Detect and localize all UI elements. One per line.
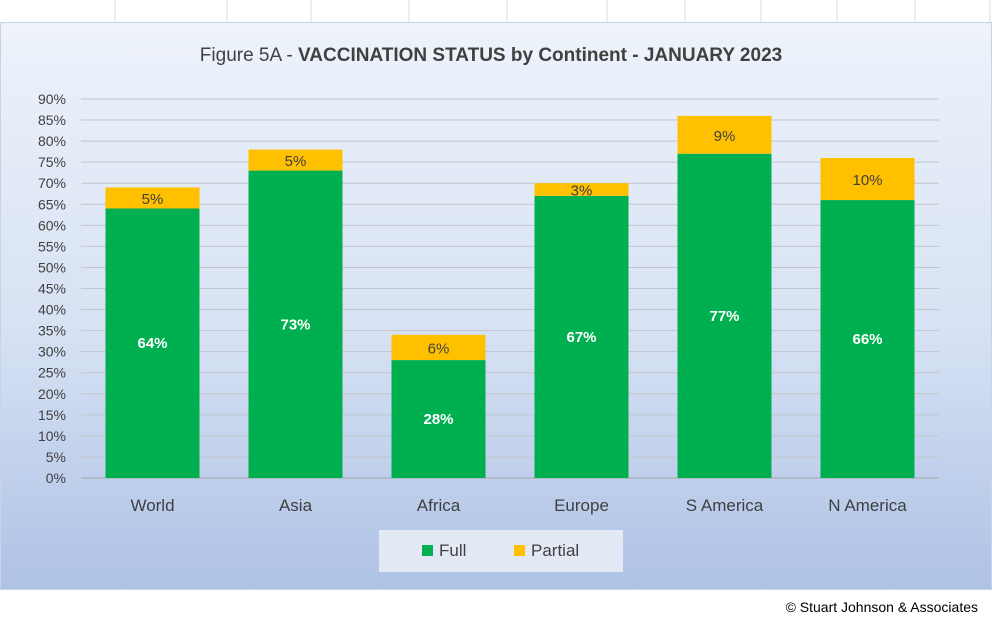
- y-tick-label: 10%: [38, 428, 66, 444]
- bar-full: [534, 195, 629, 478]
- y-tick-label: 40%: [38, 302, 66, 318]
- bar-partial: [677, 115, 772, 154]
- y-tick-label: 45%: [38, 281, 66, 297]
- bar-full: [105, 208, 200, 478]
- bars: 64% 5% 73% 5% 28% 6% 67% 3% 77% 9% 66% 10%: [105, 115, 915, 479]
- legend-swatch-partial: [514, 545, 525, 556]
- x-tick-label: Asia: [279, 496, 313, 515]
- y-tick-label: 30%: [38, 344, 66, 360]
- x-tick-label: World: [130, 496, 174, 515]
- bar-full: [820, 200, 915, 479]
- x-tick-label: Africa: [417, 496, 461, 515]
- chart-title-main: VACCINATION STATUS by Continent - JANUAR…: [298, 45, 782, 66]
- data-label-full: 66%: [852, 331, 882, 348]
- y-tick-label: 0%: [46, 470, 66, 486]
- legend-swatch-full: [422, 545, 433, 556]
- bar-partial: [105, 187, 200, 209]
- y-tick-label: 60%: [38, 217, 66, 233]
- y-tick-label: 25%: [38, 365, 66, 381]
- x-tick-label: Europe: [554, 496, 609, 515]
- bar-partial: [391, 334, 486, 361]
- y-tick-label: 80%: [38, 133, 66, 149]
- x-tick-label: S America: [686, 496, 764, 515]
- data-label-partial: 9%: [714, 128, 736, 145]
- data-label-full: 28%: [423, 411, 453, 428]
- legend-label-partial: Partial: [531, 541, 579, 560]
- data-label-full: 64%: [137, 335, 167, 352]
- legend-box: [379, 530, 623, 572]
- y-tick-label: 5%: [46, 449, 66, 465]
- bar-full: [391, 360, 486, 478]
- y-tick-label: 90%: [38, 91, 66, 107]
- y-tick-label: 50%: [38, 259, 66, 275]
- x-axis-tick-labels: World Asia Africa Europe S America N America: [130, 496, 907, 515]
- data-label-full: 67%: [566, 329, 596, 346]
- bar-partial: [820, 157, 915, 201]
- legend[interactable]: Full Partial: [379, 530, 623, 572]
- bar-partial: [248, 149, 343, 171]
- legend-label-full: Full: [439, 541, 466, 560]
- bar-full: [248, 170, 343, 479]
- y-tick-label: 65%: [38, 196, 66, 212]
- y-tick-label: 20%: [38, 386, 66, 402]
- data-label-partial: 10%: [852, 172, 882, 189]
- y-tick-label: 55%: [38, 238, 66, 254]
- chart-title: Figure 5A - VACCINATION STATUS by Contin…: [200, 45, 782, 66]
- data-label-partial: 5%: [142, 191, 164, 208]
- chart-area[interactable]: Figure 5A - VACCINATION STATUS by Contin…: [0, 22, 992, 590]
- data-label-full: 77%: [709, 308, 739, 325]
- bar-full: [677, 153, 772, 478]
- x-tick-label: N America: [828, 496, 907, 515]
- copyright-text: © Stuart Johnson & Associates: [785, 599, 978, 615]
- data-label-partial: 6%: [428, 340, 450, 357]
- y-tick-label: 85%: [38, 112, 66, 128]
- y-tick-label: 15%: [38, 407, 66, 423]
- gridlines: [81, 98, 939, 479]
- spreadsheet-gridlines: [114, 0, 991, 22]
- data-label-partial: 5%: [285, 153, 307, 170]
- data-label-partial: 3%: [571, 183, 593, 200]
- y-tick-label: 35%: [38, 323, 66, 339]
- y-tick-label: 70%: [38, 175, 66, 191]
- data-label-full: 73%: [280, 316, 310, 333]
- bar-partial: [534, 183, 629, 196]
- chart-title-prefix: Figure 5A -: [200, 45, 298, 66]
- chart-svg: Figure 5A - VACCINATION STATUS by Contin…: [38, 45, 939, 572]
- y-tick-label: 75%: [38, 154, 66, 170]
- y-axis-tick-labels: 0% 5% 10% 15% 20% 25% 30% 35% 40% 45% 50% 55% 60% 65%…: [38, 91, 66, 486]
